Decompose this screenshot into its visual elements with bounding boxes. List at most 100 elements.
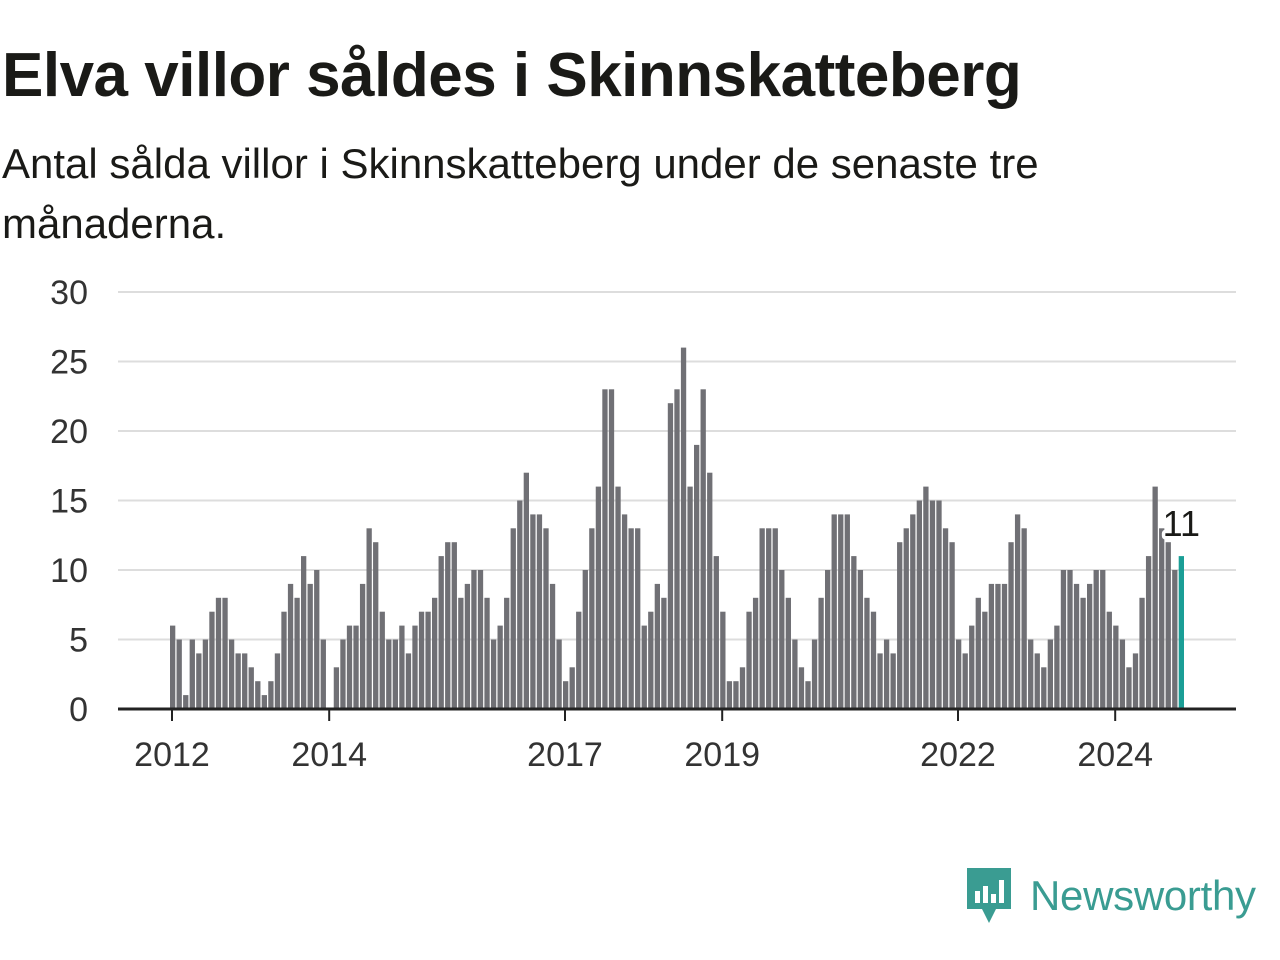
bar — [661, 597, 667, 709]
bar — [576, 611, 582, 709]
bar — [589, 528, 595, 709]
bar — [530, 514, 536, 709]
bar — [490, 639, 497, 709]
bar — [412, 625, 418, 709]
bar — [641, 625, 647, 709]
bar — [870, 611, 877, 709]
bar — [209, 611, 215, 709]
bar — [399, 625, 405, 709]
bar — [438, 556, 444, 709]
bar — [1113, 625, 1119, 709]
bar — [975, 597, 981, 709]
bar — [857, 570, 864, 709]
y-tick-label: 5 — [69, 622, 88, 660]
bar — [903, 528, 909, 709]
bar — [464, 583, 471, 709]
highlight-bar — [1178, 556, 1184, 709]
bar — [838, 514, 844, 709]
bar — [228, 639, 235, 709]
bar — [1139, 597, 1145, 709]
bar — [621, 514, 628, 709]
bar — [818, 597, 824, 709]
bars — [170, 347, 1184, 709]
bar — [569, 667, 575, 709]
bar — [1080, 597, 1086, 709]
bar — [333, 667, 340, 709]
bar — [844, 514, 850, 709]
bar — [235, 653, 241, 709]
bar — [825, 570, 831, 709]
bar — [340, 639, 346, 709]
brand-logo: Newsworthy — [964, 864, 1256, 928]
bar — [726, 681, 733, 709]
bar — [608, 389, 615, 709]
bar — [779, 570, 785, 709]
bar — [936, 500, 942, 709]
bar — [929, 500, 936, 709]
bar — [897, 542, 903, 709]
y-tick-label: 30 — [50, 274, 88, 312]
bar — [255, 681, 261, 709]
bar — [877, 653, 883, 709]
bar — [504, 597, 510, 709]
bar — [628, 528, 634, 709]
bar — [982, 611, 988, 709]
bar — [451, 542, 457, 709]
bar-chart: 0 5 10 15 20 25 30 2012 2014 2017 2019 2022 2024 11 — [50, 274, 1236, 774]
bar — [510, 528, 516, 709]
bar — [1054, 625, 1060, 709]
bar — [320, 639, 326, 709]
bar — [477, 570, 484, 709]
bar — [851, 556, 857, 709]
bar — [713, 556, 719, 709]
bar — [405, 653, 412, 709]
bar — [543, 528, 549, 709]
bar — [962, 653, 968, 709]
bar — [910, 514, 916, 709]
bar — [883, 639, 890, 709]
bar — [864, 597, 870, 709]
bar — [281, 611, 287, 709]
bar — [654, 583, 660, 709]
bar — [1100, 570, 1106, 709]
y-tick-label: 25 — [50, 344, 88, 382]
bar — [700, 389, 706, 709]
bar — [1028, 639, 1034, 709]
bar — [418, 611, 425, 709]
bar — [890, 653, 896, 709]
bar — [746, 611, 752, 709]
x-tick-label: 2012 — [134, 736, 210, 774]
bar — [556, 639, 562, 709]
bar — [1041, 667, 1047, 709]
bar — [1014, 514, 1021, 709]
bar — [582, 570, 588, 709]
bar — [1093, 570, 1099, 709]
bar — [563, 681, 569, 709]
bar — [517, 500, 523, 709]
bar — [222, 597, 228, 709]
bar — [1008, 542, 1014, 709]
bar — [995, 583, 1001, 709]
bar — [811, 639, 818, 709]
bar — [353, 625, 359, 709]
bar — [189, 639, 195, 709]
bar — [523, 472, 529, 709]
axes — [118, 707, 1236, 721]
bar — [785, 597, 791, 709]
bar — [346, 625, 353, 709]
bar — [635, 528, 641, 709]
labels: 0 5 10 15 20 25 30 2012 2014 2017 2019 2022 2024 11 — [50, 274, 1203, 774]
bar — [1126, 667, 1132, 709]
bar — [667, 403, 674, 709]
bar — [386, 639, 392, 709]
bar — [916, 500, 922, 709]
bar — [274, 653, 281, 709]
bar — [766, 528, 772, 709]
bar — [1145, 556, 1152, 709]
bar — [1047, 639, 1053, 709]
bar — [942, 528, 949, 709]
bar — [798, 667, 805, 709]
bar — [425, 611, 431, 709]
bar — [923, 486, 929, 709]
bar — [956, 639, 962, 709]
